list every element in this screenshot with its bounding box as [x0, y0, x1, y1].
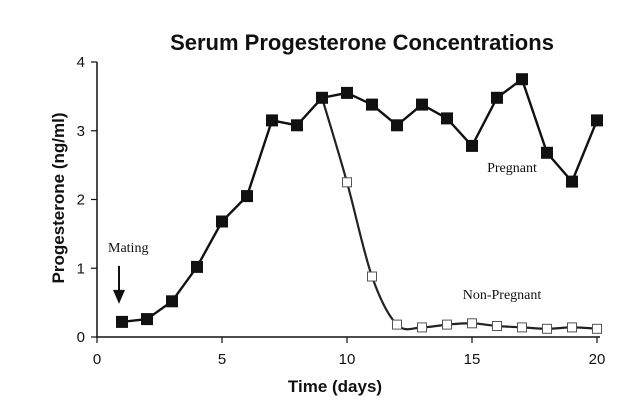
pregnant-data-point — [266, 114, 278, 127]
pregnant-data-point — [566, 175, 578, 188]
pregnant-data-point — [516, 73, 528, 86]
non-pregnant-data-point — [492, 321, 502, 331]
pregnant-data-point — [166, 295, 178, 308]
pregnant-data-point — [466, 139, 478, 152]
series-points — [116, 73, 603, 334]
x-axis-label: Time (days) — [288, 377, 382, 396]
pregnant-data-point — [141, 313, 153, 326]
pregnant-data-point — [591, 114, 603, 127]
pregnant-series-label: Pregnant — [487, 161, 537, 176]
non-pregnant-data-point — [442, 319, 452, 330]
pregnant-data-point — [316, 91, 328, 104]
pregnant-data-point — [366, 98, 378, 111]
y-tick-label: 1 — [77, 260, 85, 277]
annotations: Mating Pregnant Non-Pregnant — [108, 161, 541, 304]
y-tick-label: 0 — [77, 329, 85, 346]
non-pregnant-data-point — [567, 322, 577, 333]
x-tick-label: 15 — [464, 351, 481, 368]
pregnant-data-point — [341, 86, 353, 99]
y-tick-label: 4 — [77, 54, 85, 71]
pregnant-data-point — [391, 119, 403, 132]
y-tick-label: 3 — [77, 123, 85, 140]
chart-title: Serum Progesterone Concentrations — [170, 30, 554, 55]
pregnant-data-point — [441, 112, 453, 125]
non-pregnant-series-label: Non-Pregnant — [463, 288, 542, 303]
x-tick-label: 0 — [93, 351, 101, 368]
pregnant-data-point — [191, 260, 203, 273]
mating-label: Mating — [108, 241, 148, 256]
x-tick-label: 5 — [218, 351, 226, 368]
non-pregnant-data-point — [417, 322, 427, 333]
pregnant-data-point — [216, 215, 228, 228]
y-tick-label: 2 — [77, 192, 85, 209]
non-pregnant-data-point — [592, 323, 602, 334]
non-pregnant-data-point — [517, 322, 527, 333]
pregnant-data-point — [541, 146, 553, 159]
non-pregnant-data-point — [367, 271, 377, 282]
x-tick-label: 20 — [589, 351, 606, 368]
pregnant-data-point — [116, 315, 128, 328]
axis-ticks: 0 5 10 15 20 0 1 2 3 4 — [77, 54, 606, 368]
non-pregnant-data-point — [542, 323, 552, 334]
non-pregnant-data-point — [342, 177, 352, 188]
pregnant-data-point — [416, 98, 428, 111]
mating-arrow-head — [113, 289, 125, 304]
x-tick-label: 10 — [339, 351, 356, 368]
y-axis-label: Progesterone (ng/ml) — [49, 113, 68, 284]
pregnant-data-point — [491, 91, 503, 104]
non-pregnant-data-point — [467, 318, 477, 329]
pregnant-data-point — [291, 119, 303, 132]
non-pregnant-data-point — [392, 319, 402, 330]
pregnant-series-line — [121, 77, 599, 324]
pregnant-data-point — [241, 190, 253, 203]
